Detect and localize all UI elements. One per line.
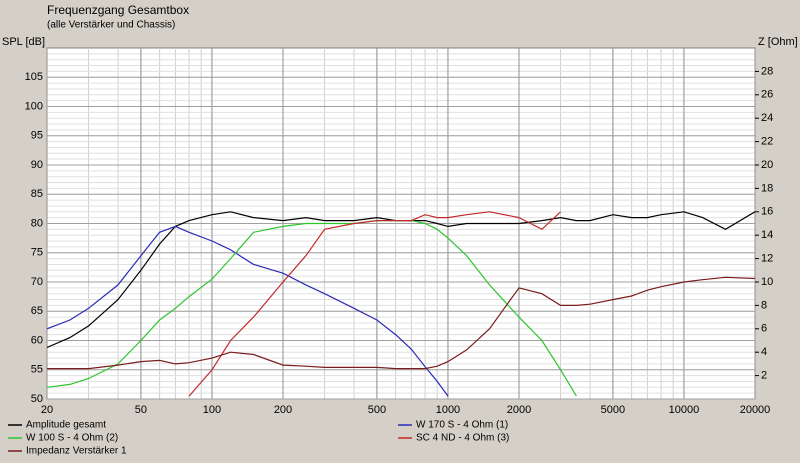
y-tick-label: 105: [25, 71, 43, 83]
y2-tick-label: 26: [761, 89, 773, 101]
y2-tick-label: 20: [761, 159, 773, 171]
y-tick-label: 85: [31, 188, 43, 200]
chart-subtitle: (alle Verstärker und Chassis): [47, 20, 175, 31]
x-tick-label: 500: [368, 404, 386, 416]
y-tick-label: 80: [31, 217, 43, 229]
lines: [47, 211, 755, 397]
legend-label: Amplitude gesamt: [26, 420, 106, 431]
series-line: [47, 220, 577, 397]
series-line: [47, 276, 755, 370]
x-tick-label: 5000: [601, 404, 625, 416]
y-tick-label: 65: [31, 305, 43, 317]
y2-tick-label: 28: [761, 65, 773, 77]
y2-tick-label: 14: [761, 229, 773, 241]
x-tick-label: 20000: [740, 404, 771, 416]
legend-label: SC 4 ND - 4 Ohm (3): [416, 433, 509, 444]
y2-tick-label: 24: [761, 112, 773, 124]
x-tick-label: 100: [203, 404, 221, 416]
y-tick-label: 95: [31, 130, 43, 142]
x-tick-label: 2000: [507, 404, 531, 416]
x-tick-label: 200: [274, 404, 292, 416]
y2-tick-label: 8: [761, 299, 767, 311]
y2-tick-label: 18: [761, 182, 773, 194]
x-tick-label: 50: [135, 404, 147, 416]
legend-label: W 170 S - 4 Ohm (1): [416, 420, 508, 431]
y-tick-label: 55: [31, 364, 43, 376]
x-tick-label: 1000: [436, 404, 460, 416]
y-tick-label: 70: [31, 276, 43, 288]
grid: [46, 48, 756, 400]
x-tick-label: 10000: [669, 404, 700, 416]
y2-tick-label: 22: [761, 136, 773, 148]
y2-tick-label: 6: [761, 323, 767, 335]
y-tick-label: 90: [31, 159, 43, 171]
y-tick-label: 50: [31, 393, 43, 405]
series-line: [47, 211, 755, 349]
y2-tick-label: 16: [761, 206, 773, 218]
y2-tick-label: 2: [761, 370, 767, 382]
x-tick-label: 20: [41, 404, 53, 416]
y-tick-label: 75: [31, 247, 43, 259]
series-line: [47, 225, 449, 397]
legend-label: Impedanz Verstärker 1: [26, 446, 127, 457]
y2-tick-label: 12: [761, 253, 773, 265]
y-tick-label: 100: [25, 100, 43, 112]
y2-tick-label: 10: [761, 276, 773, 288]
y2-tick-label: 4: [761, 346, 767, 358]
series-line: [188, 211, 562, 397]
y-axis-label: SPL [dB]: [2, 36, 45, 48]
legend-label: W 100 S - 4 Ohm (2): [26, 433, 118, 444]
y2-axis-label: Z [Ohm]: [758, 36, 798, 48]
chart-title: Frequenzgang Gesamtbox: [47, 3, 189, 17]
y-tick-label: 60: [31, 334, 43, 346]
